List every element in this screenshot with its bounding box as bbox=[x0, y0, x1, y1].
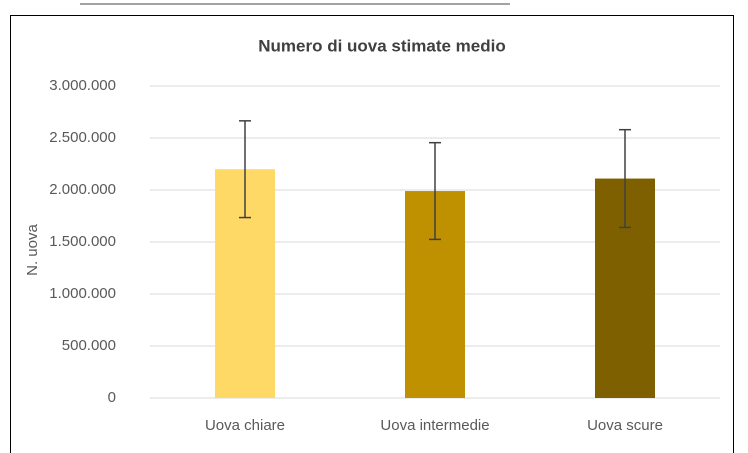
x-tick-label: Uova chiare bbox=[205, 417, 285, 434]
y-tick-label: 2.500.000 bbox=[49, 129, 116, 146]
y-tick-label: 0 bbox=[108, 389, 116, 406]
error-bar bbox=[619, 128, 631, 229]
error-bar bbox=[429, 141, 441, 241]
y-tick-label: 1.500.000 bbox=[49, 233, 116, 250]
y-axis-label: N. uova bbox=[24, 223, 41, 275]
error-bar bbox=[239, 120, 251, 219]
x-tick-label: Uova scure bbox=[587, 417, 663, 434]
y-tick-label: 2.000.000 bbox=[49, 181, 116, 198]
y-tick-label: 500.000 bbox=[62, 337, 116, 354]
y-tick-label: 1.000.000 bbox=[49, 285, 116, 302]
y-tick-label: 3.000.000 bbox=[49, 77, 116, 94]
x-tick-label: Uova intermedie bbox=[380, 417, 489, 434]
chart-title: Numero di uova stimate medio bbox=[258, 36, 506, 55]
